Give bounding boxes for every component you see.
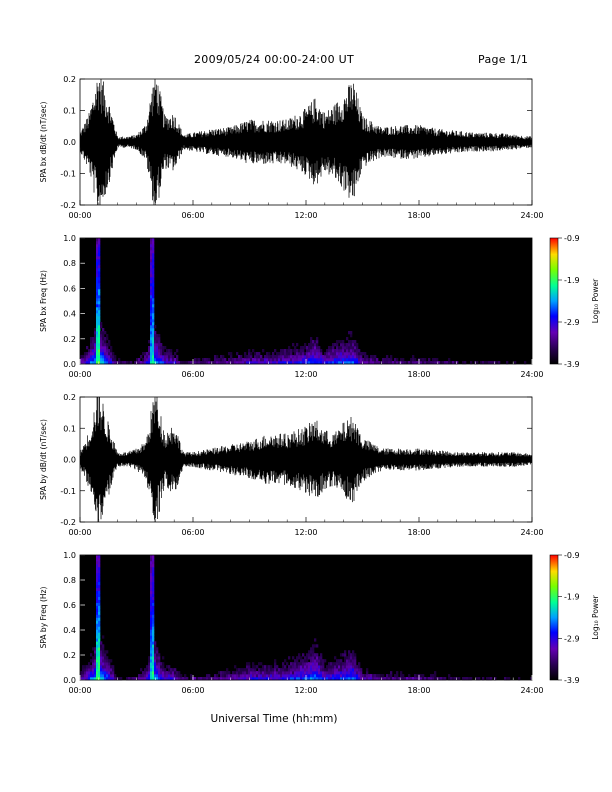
waveform-series-3	[80, 397, 532, 522]
x-tick-label-4: 24:00	[520, 686, 543, 695]
x-tick-label-1: 00:00	[68, 211, 91, 220]
x-axis-label: Universal Time (hh:mm)	[211, 713, 338, 725]
y-tick-label-4: 0.6	[63, 601, 76, 610]
x-tick-label-3: 18:00	[407, 528, 430, 537]
colorbar-tick-label-4: -2.9	[564, 634, 580, 643]
waveform-series-1	[80, 79, 532, 205]
colorbar-label-4: Log₁₀ Power	[591, 594, 600, 639]
y-tick-label-1: -0.1	[60, 170, 76, 179]
page-number: Page 1/1	[478, 53, 529, 66]
x-tick-label-2: 18:00	[407, 370, 430, 379]
y-tick-label-2: 0.4	[63, 310, 76, 319]
y-tick-label-1: 0.0	[63, 138, 76, 147]
y-axis-label-2: SPA bx Freq (Hz)	[39, 270, 48, 332]
x-tick-label-3: 00:00	[68, 528, 91, 537]
y-tick-label-4: 0.4	[63, 626, 76, 635]
x-tick-label-1: 12:00	[294, 211, 317, 220]
x-tick-label-4: 06:00	[181, 686, 204, 695]
x-tick-label-3: 24:00	[520, 528, 543, 537]
y-tick-label-4: 0.0	[63, 676, 76, 685]
spectrogram-cells-2	[80, 238, 527, 365]
x-tick-label-1: 24:00	[520, 211, 543, 220]
colorbar-tick-label-4: -1.9	[564, 593, 580, 602]
colorbar-tick-label-4: -0.9	[564, 551, 580, 560]
y-tick-label-3: -0.2	[60, 518, 76, 527]
colorbar-tick-label-2: -0.9	[564, 234, 580, 243]
colorbar-tick-label-2: -2.9	[564, 318, 580, 327]
colorbar-4	[549, 554, 559, 681]
x-tick-label-2: 06:00	[181, 370, 204, 379]
colorbar-tick-label-2: -1.9	[564, 276, 580, 285]
y-tick-label-4: 1.0	[63, 551, 76, 560]
y-tick-label-3: 0.0	[63, 456, 76, 465]
y-axis-label-1: SPA bx dB/dt (nT/sec)	[39, 102, 48, 183]
y-tick-label-1: -0.2	[60, 201, 76, 210]
y-tick-label-3: -0.1	[60, 487, 76, 496]
y-tick-label-4: 0.8	[63, 576, 76, 585]
colorbar-tick-label-2: -3.9	[564, 360, 580, 369]
y-tick-label-4: 0.2	[63, 651, 76, 660]
x-tick-label-1: 18:00	[407, 211, 430, 220]
y-tick-label-2: 0.2	[63, 335, 76, 344]
x-tick-label-2: 24:00	[520, 370, 543, 379]
y-tick-label-2: 0.6	[63, 284, 76, 293]
y-tick-label-1: 0.1	[63, 107, 76, 116]
colorbar-tick-label-4: -3.9	[564, 676, 580, 685]
y-tick-label-1: 0.2	[63, 75, 76, 84]
page-title: 2009/05/24 00:00-24:00 UT	[194, 53, 355, 66]
x-tick-label-2: 12:00	[294, 370, 317, 379]
x-tick-label-4: 00:00	[68, 686, 91, 695]
y-tick-label-3: 0.2	[63, 393, 76, 402]
y-tick-label-2: 0.8	[63, 259, 76, 268]
colorbar-2	[549, 237, 559, 365]
x-tick-label-2: 00:00	[68, 370, 91, 379]
y-tick-label-2: 0.0	[63, 360, 76, 369]
x-tick-label-3: 06:00	[181, 528, 204, 537]
y-tick-label-3: 0.1	[63, 424, 76, 433]
x-tick-label-4: 18:00	[407, 686, 430, 695]
y-axis-label-4: SPA by Freq (Hz)	[39, 587, 48, 649]
x-tick-label-4: 12:00	[294, 686, 317, 695]
y-tick-label-2: 1.0	[63, 234, 76, 243]
x-tick-label-3: 12:00	[294, 528, 317, 537]
x-tick-label-1: 06:00	[181, 211, 204, 220]
colorbar-label-2: Log₁₀ Power	[591, 278, 600, 323]
y-axis-label-3: SPA by dB/dt (nT/sec)	[39, 419, 48, 500]
